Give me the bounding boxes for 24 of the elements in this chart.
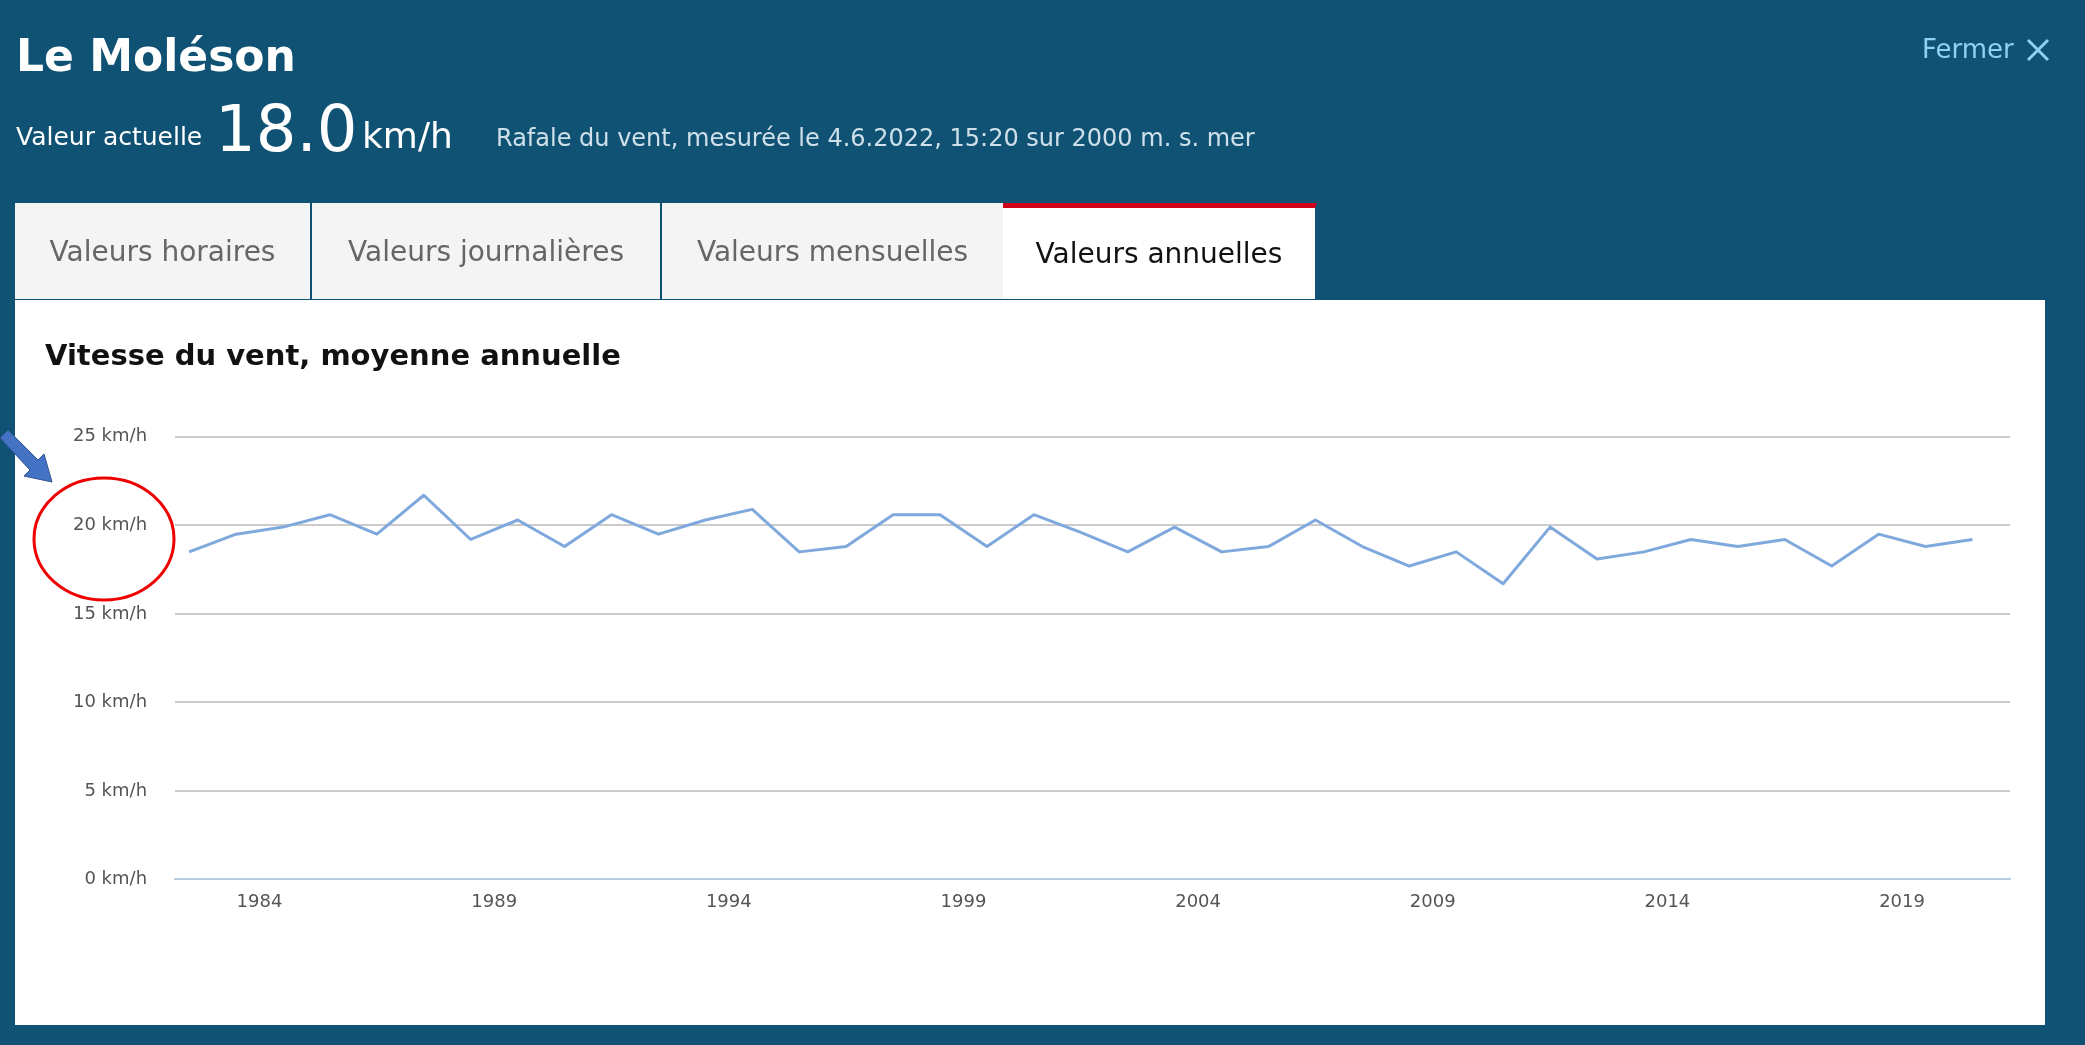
x-tick-label: 1989 [471,889,518,911]
text: Valeurs horaires [15,203,312,299]
x-tick-label: 2019 [1879,889,1925,911]
y-tick-label: 0 km/h [84,867,148,889]
text: Valeur actuelle [16,122,203,151]
y-tick-label: 15 km/h [72,601,148,623]
text: Valeurs mensuelles [662,203,1005,299]
text: Le Moléson [16,30,296,81]
y-tick-label: 10 km/h [72,690,148,712]
x-tick-label: 2009 [1409,889,1456,911]
text: Rafale du vent, mesurée le 4.6.2022, 15:20 sur 2000 m. s. mer [496,124,1255,152]
y-tick-label: 25 km/h [72,424,148,446]
text: Fermer [1922,34,2014,64]
y-tick-label: 5 km/h [84,778,148,800]
x-tick-label: 1994 [705,889,752,911]
x-tick-label: 1999 [940,889,987,911]
text: km/h [362,115,453,156]
chart-title: Vitesse du vent, moyenne annuelle [45,337,621,372]
text: 18.0 [215,92,358,166]
text: Valeurs journalières [312,203,662,299]
x-tick-label: 2004 [1175,889,1222,911]
x-tick-label: 2014 [1644,889,1691,911]
x-tick-label: 1984 [236,889,283,911]
y-tick-label: 20 km/h [72,512,148,534]
